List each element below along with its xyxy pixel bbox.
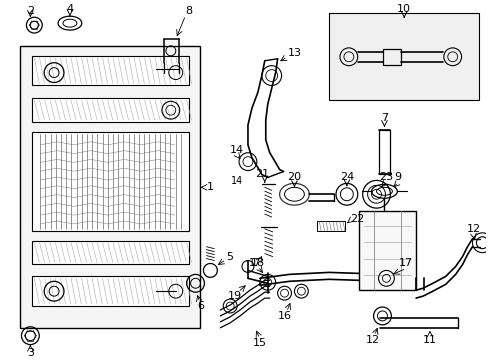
Text: 7: 7: [380, 113, 387, 123]
Text: 24: 24: [339, 172, 353, 183]
Text: 10: 10: [396, 4, 410, 14]
Text: 17: 17: [398, 258, 412, 269]
Text: 14: 14: [230, 176, 243, 186]
Bar: [32, 241, 188, 265]
Bar: [20, 46, 200, 328]
Bar: [317, 221, 344, 231]
Bar: [358, 211, 415, 290]
Text: 13: 13: [287, 48, 301, 58]
Bar: [32, 132, 188, 231]
Bar: [328, 13, 478, 100]
Text: 12: 12: [466, 224, 480, 234]
Text: 6: 6: [197, 301, 203, 311]
Text: 3: 3: [27, 347, 34, 357]
Text: 5: 5: [226, 252, 233, 262]
Text: 17: 17: [248, 258, 261, 269]
Text: 12: 12: [365, 335, 379, 345]
Text: 11: 11: [422, 335, 436, 345]
Text: 20: 20: [287, 172, 301, 183]
Bar: [32, 276, 188, 306]
Text: 21: 21: [254, 170, 268, 180]
Text: 2: 2: [27, 6, 34, 16]
Text: 19: 19: [227, 291, 242, 301]
Text: 15: 15: [252, 338, 266, 348]
Text: 18: 18: [250, 258, 264, 269]
Text: 22: 22: [349, 214, 363, 224]
Text: 8: 8: [184, 6, 192, 16]
Bar: [32, 56, 188, 85]
Bar: [378, 130, 389, 175]
Text: 1: 1: [206, 182, 213, 192]
Text: 4: 4: [66, 4, 73, 14]
Text: 14: 14: [229, 145, 244, 155]
Text: 23: 23: [379, 172, 393, 183]
Bar: [32, 98, 188, 122]
Bar: [383, 49, 401, 65]
Text: 16: 16: [277, 311, 291, 321]
Text: 9: 9: [394, 172, 401, 183]
